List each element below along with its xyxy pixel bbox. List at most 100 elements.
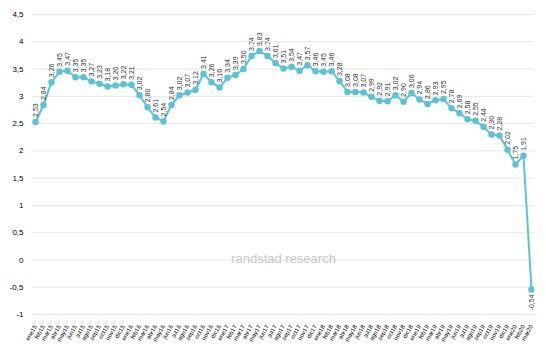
svg-text:3,39: 3,39 (232, 56, 239, 70)
svg-text:3,07: 3,07 (184, 74, 191, 88)
svg-text:ago16: ago16 (176, 324, 190, 342)
svg-text:2,69: 2,69 (456, 94, 463, 108)
svg-text:3,12: 3,12 (192, 71, 199, 85)
svg-text:1,75: 1,75 (512, 146, 519, 160)
svg-text:4: 4 (19, 37, 24, 46)
svg-text:3,5: 3,5 (12, 65, 24, 74)
svg-text:3,47: 3,47 (64, 52, 71, 66)
svg-text:1,5: 1,5 (12, 174, 24, 183)
svg-text:-0,5: -0,5 (10, 283, 24, 292)
svg-text:3,61: 3,61 (272, 44, 279, 58)
svg-text:2,28: 2,28 (496, 117, 503, 131)
svg-text:0,5: 0,5 (12, 228, 24, 237)
svg-text:2,91: 2,91 (384, 82, 391, 96)
svg-text:mar16: mar16 (136, 324, 150, 342)
svg-text:3,28: 3,28 (336, 62, 343, 76)
svg-text:randstad research: randstad research (231, 251, 336, 266)
svg-text:ago17: ago17 (272, 324, 286, 342)
svg-text:2: 2 (19, 146, 24, 155)
svg-text:2,95: 2,95 (440, 80, 447, 94)
svg-text:2,93: 2,93 (432, 81, 439, 95)
svg-text:3,83: 3,83 (256, 32, 263, 46)
svg-text:2,54: 2,54 (160, 103, 167, 117)
svg-text:ago18: ago18 (368, 324, 382, 342)
svg-text:3,74: 3,74 (248, 37, 255, 51)
svg-text:2,58: 2,58 (464, 100, 471, 114)
svg-text:2,94: 2,94 (416, 81, 423, 95)
svg-text:2,80: 2,80 (144, 88, 151, 102)
svg-text:ene17: ene17 (216, 324, 230, 342)
svg-text:3,21: 3,21 (128, 66, 135, 80)
svg-text:3,16: 3,16 (216, 69, 223, 83)
svg-text:mar17: mar17 (232, 324, 246, 342)
svg-text:3,57: 3,57 (304, 46, 311, 60)
svg-text:nov16: nov16 (200, 324, 214, 342)
svg-text:nov17: nov17 (296, 324, 310, 342)
svg-text:2,92: 2,92 (376, 82, 383, 96)
svg-text:2,99: 2,99 (368, 78, 375, 92)
svg-text:ene16: ene16 (120, 324, 134, 342)
svg-text:2,90: 2,90 (400, 83, 407, 97)
svg-text:3,22: 3,22 (120, 66, 127, 80)
svg-text:1,91: 1,91 (520, 137, 527, 151)
svg-text:2,53: 2,53 (32, 103, 39, 117)
svg-text:ene18: ene18 (312, 324, 326, 342)
svg-text:3,26: 3,26 (48, 63, 55, 77)
svg-text:3,45: 3,45 (56, 53, 63, 67)
svg-text:4,5: 4,5 (12, 10, 24, 19)
svg-text:may18: may18 (343, 324, 358, 343)
svg-text:3,26: 3,26 (208, 63, 215, 77)
svg-text:2,30: 2,30 (488, 116, 495, 130)
svg-text:3,06: 3,06 (408, 74, 415, 88)
svg-text:3,47: 3,47 (296, 52, 303, 66)
svg-text:3,18: 3,18 (104, 68, 111, 82)
svg-text:2,86: 2,86 (424, 85, 431, 99)
svg-text:2,02: 2,02 (504, 131, 511, 145)
svg-text:0: 0 (19, 256, 24, 265)
svg-text:3,46: 3,46 (312, 52, 319, 66)
svg-text:3,54: 3,54 (288, 48, 295, 62)
svg-text:3,20: 3,20 (112, 67, 119, 81)
svg-text:3,34: 3,34 (224, 59, 231, 73)
svg-text:3,02: 3,02 (136, 76, 143, 90)
svg-text:may19: may19 (439, 324, 454, 343)
svg-text:3,45: 3,45 (320, 53, 327, 67)
svg-text:may17: may17 (247, 324, 262, 343)
svg-text:3,08: 3,08 (352, 73, 359, 87)
svg-text:3,02: 3,02 (392, 76, 399, 90)
svg-text:may16: may16 (151, 324, 166, 343)
svg-text:3,51: 3,51 (280, 50, 287, 64)
svg-text:3,07: 3,07 (360, 74, 367, 88)
svg-text:3,27: 3,27 (88, 63, 95, 77)
svg-text:sep17: sep17 (280, 324, 294, 342)
svg-text:3,35: 3,35 (72, 58, 79, 72)
svg-text:3,35: 3,35 (80, 58, 87, 72)
svg-text:3,23: 3,23 (96, 65, 103, 79)
svg-text:nov15: nov15 (104, 324, 118, 342)
svg-text:mar18: mar18 (328, 324, 342, 342)
svg-text:3,74: 3,74 (264, 37, 271, 51)
svg-text:3,46: 3,46 (328, 52, 335, 66)
svg-text:-1: -1 (16, 310, 24, 319)
svg-text:3,08: 3,08 (344, 73, 351, 87)
svg-text:2,44: 2,44 (480, 108, 487, 122)
svg-text:3,50: 3,50 (240, 50, 247, 64)
svg-text:ene15: ene15 (24, 324, 38, 342)
svg-text:2,84: 2,84 (40, 86, 47, 100)
svg-text:ago15: ago15 (80, 324, 94, 342)
svg-text:3,02: 3,02 (176, 76, 183, 90)
svg-text:2,55: 2,55 (472, 102, 479, 116)
svg-text:mar20: mar20 (520, 323, 534, 341)
svg-text:3,41: 3,41 (200, 55, 207, 69)
svg-text:may15: may15 (55, 324, 70, 343)
svg-text:mar15: mar15 (40, 324, 54, 342)
svg-text:-0,54: -0,54 (528, 294, 535, 310)
svg-text:2,78: 2,78 (448, 90, 455, 104)
svg-text:2,61: 2,61 (152, 99, 159, 113)
svg-text:sep16: sep16 (184, 324, 198, 342)
svg-text:3: 3 (19, 92, 24, 101)
svg-text:2,5: 2,5 (12, 119, 24, 128)
svg-text:1: 1 (19, 201, 24, 210)
svg-text:2,84: 2,84 (168, 86, 175, 100)
svg-text:sep15: sep15 (88, 324, 102, 342)
